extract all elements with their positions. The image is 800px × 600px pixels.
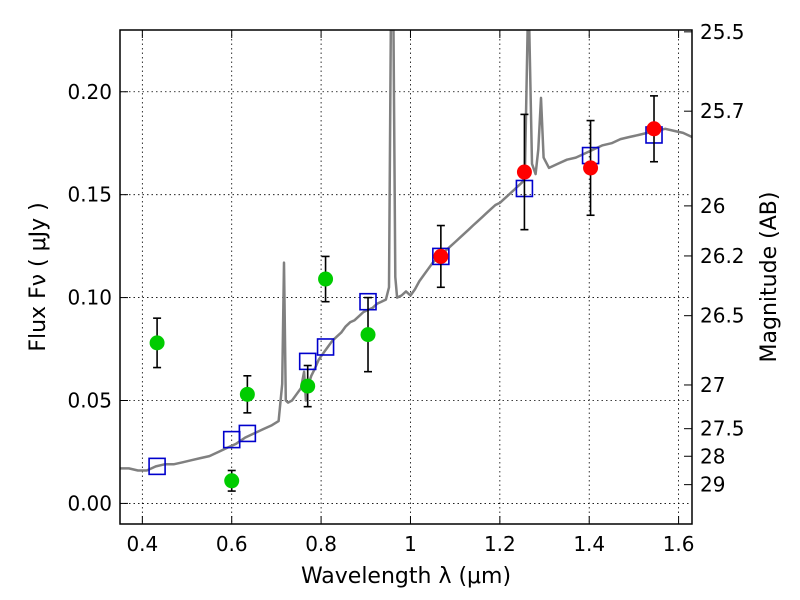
y-tick-label-1: 0.05: [67, 389, 112, 413]
observed-optical-point: [318, 255, 334, 303]
x-axis-label: Wavelength λ (μm): [301, 564, 511, 589]
x-tick-label-0: 0.4: [126, 532, 158, 556]
y-tick-label-3: 0.15: [67, 183, 112, 207]
observed-nir-point: [433, 224, 449, 289]
x-tick-label-2: 0.8: [305, 532, 337, 556]
observed-nir-point: [516, 113, 532, 231]
observed-nir-marker: [516, 164, 532, 180]
plot-area: [120, 30, 692, 492]
observed-optical-marker: [224, 473, 240, 489]
x-tick-label-5: 1.4: [573, 532, 605, 556]
x-tick-label-4: 1.2: [484, 532, 516, 556]
observed-optical-marker: [300, 378, 316, 394]
plot-frame: [119, 29, 693, 525]
observed-nir-point: [646, 95, 662, 163]
y-axis-label: Flux Fν ( μJy ): [26, 202, 51, 351]
observed-nir-marker: [583, 160, 599, 176]
mag-tick-label-5: 27: [700, 373, 725, 397]
observed-optical-marker: [239, 386, 255, 402]
mag-tick-label-4: 26.5: [700, 304, 745, 328]
x-tick-label-1: 0.6: [216, 532, 248, 556]
x-tick-label-3: 1: [404, 532, 417, 556]
axis-ticks: 0.4 0.6 0.8 1 1.2 1.4 1.6 0.00 0.05 0.10 0.15 0.20 2…: [67, 20, 744, 556]
model-photometry-square: [148, 457, 166, 476]
x-tick-label-6: 1.6: [663, 532, 695, 556]
observed-optical-point: [360, 296, 376, 373]
observed-optical-point: [300, 364, 316, 408]
mag-tick-label-6: 27.5: [700, 417, 745, 441]
model-spectrum-line: [120, 30, 692, 472]
observed-nir-marker: [646, 121, 662, 137]
observed-optical-marker: [360, 327, 376, 343]
observed-optical-marker: [149, 335, 165, 351]
observed-nir-marker: [433, 248, 449, 264]
mag-tick-label-1: 25.7: [700, 99, 745, 123]
model-photometry-square: [238, 424, 257, 443]
observed-nir-point: [583, 119, 599, 217]
y-tick-label-4: 0.20: [67, 80, 112, 104]
mag-tick-label-7: 28: [700, 444, 725, 468]
y-tick-label-2: 0.10: [67, 286, 112, 310]
observed-optical-marker: [318, 271, 334, 287]
grid-lines: [120, 30, 692, 524]
y-tick-label-0: 0.00: [67, 491, 112, 515]
observed-optical-point: [224, 469, 240, 492]
model-photometry-square: [316, 338, 335, 356]
observed-optical-point: [149, 317, 165, 369]
mag-tick-label-2: 26: [700, 194, 725, 218]
magnitude-axis-label: Magnitude (AB): [757, 192, 782, 363]
mag-tick-label-0: 25.5: [700, 20, 745, 44]
observed-optical-point: [239, 374, 255, 414]
mag-tick-label-3: 26.2: [700, 244, 745, 268]
mag-tick-label-8: 29: [700, 473, 725, 497]
